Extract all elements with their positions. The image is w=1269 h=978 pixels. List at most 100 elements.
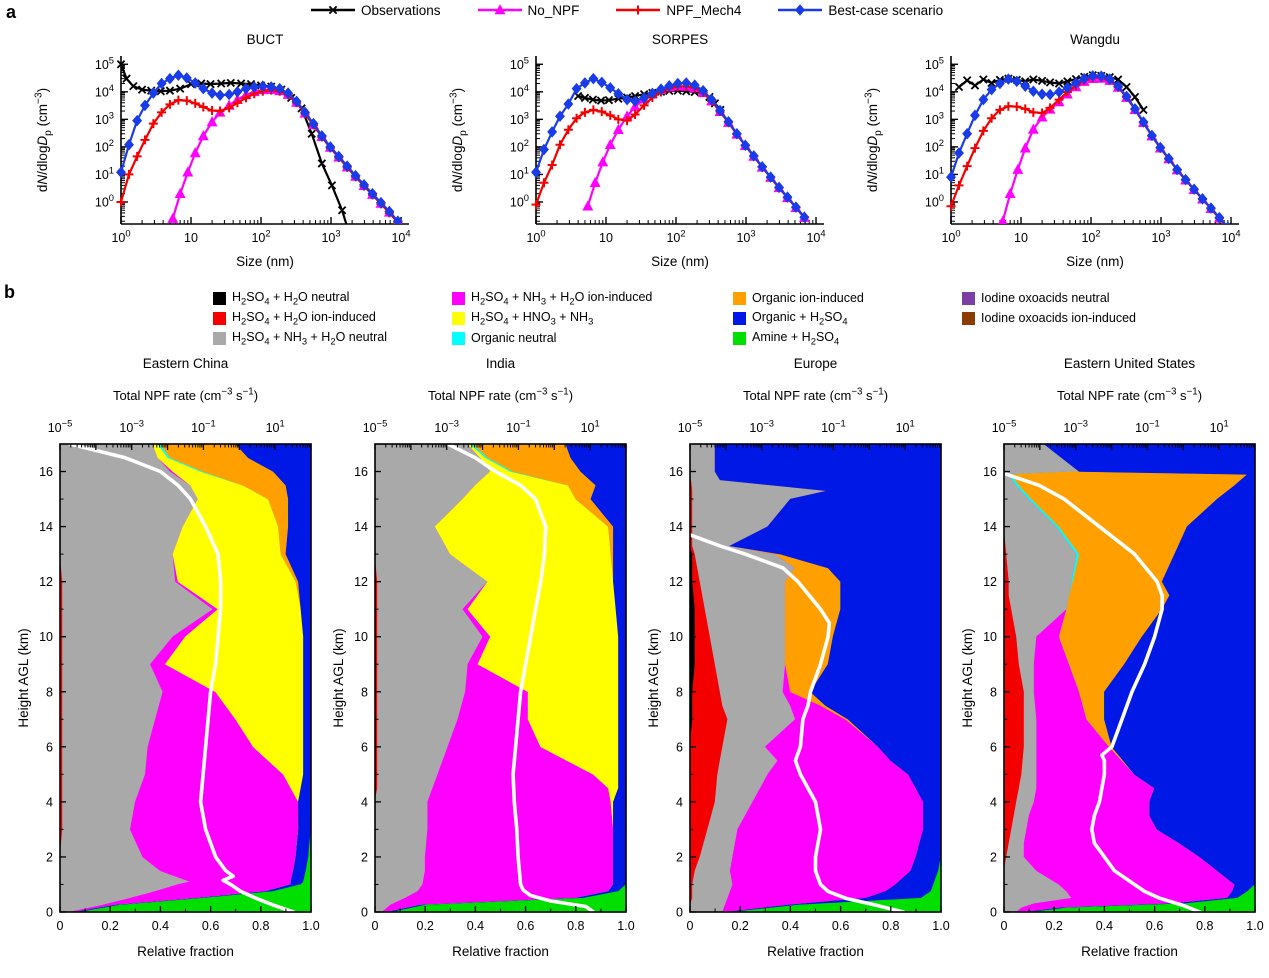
- svg-text:12: 12: [39, 575, 53, 589]
- svg-text:100: 100: [111, 229, 130, 246]
- svg-text:India: India: [486, 356, 516, 371]
- legend-label: Organic neutral: [471, 331, 557, 345]
- legend-item: Iodine oxoacids neutral: [962, 288, 1136, 308]
- svg-text:0.4: 0.4: [782, 919, 799, 933]
- legend-label: Best-case scenario: [828, 2, 944, 18]
- wangdu-size-distribution-chart: 100 10 102 103 104 100 101 102 103 104 105 Wangdu Si…: [864, 32, 1241, 269]
- svg-text:8: 8: [46, 685, 53, 699]
- svg-text:4: 4: [361, 795, 368, 809]
- svg-text:10−3: 10−3: [434, 419, 459, 436]
- legend-item: Amine + H2SO4: [733, 328, 864, 348]
- legend-item: H2SO4 + NH3 + H2O ion-induced: [452, 288, 652, 308]
- svg-text:10−5: 10−5: [678, 419, 703, 436]
- legend-label: Amine + H2SO4: [752, 329, 840, 347]
- svg-text:1.0: 1.0: [932, 919, 949, 933]
- legend-item: Organic + H2SO4: [733, 308, 864, 328]
- svg-text:Eastern United States: Eastern United States: [1064, 356, 1196, 371]
- svg-text:0.6: 0.6: [202, 919, 219, 933]
- svg-text:10−1: 10−1: [191, 419, 216, 436]
- observations-line-marker-icon: [311, 5, 355, 15]
- svg-text:Height AGL (km): Height AGL (km): [333, 628, 346, 727]
- svg-text:Relative fraction: Relative fraction: [137, 944, 234, 959]
- svg-text:10: 10: [39, 630, 53, 644]
- svg-text:16: 16: [669, 465, 683, 479]
- panel-b-legend-column-3: Organic ion-induced Organic + H2SO4 Amin…: [733, 288, 864, 348]
- svg-text:102: 102: [95, 138, 114, 155]
- color-swatch-icon: [213, 291, 226, 305]
- svg-text:Height AGL (km): Height AGL (km): [648, 628, 661, 727]
- svg-text:BUCT: BUCT: [247, 32, 284, 47]
- svg-text:SORPES: SORPES: [652, 32, 708, 47]
- svg-text:0.6: 0.6: [832, 919, 849, 933]
- svg-text:102: 102: [666, 229, 685, 246]
- svg-text:Size (nm): Size (nm): [236, 254, 294, 269]
- color-swatch-icon: [733, 311, 746, 325]
- svg-text:101: 101: [925, 165, 944, 182]
- legend-label: No_NPF: [527, 2, 580, 18]
- legend-item: Iodine oxoacids ion-induced: [962, 308, 1136, 328]
- panel-b-legend-column-1: H2SO4 + H2O neutral H2SO4 + H2O ion-indu…: [213, 288, 387, 348]
- svg-text:Height AGL (km): Height AGL (km): [18, 628, 31, 727]
- legend-label: NPF_Mech4: [666, 2, 742, 18]
- svg-text:100: 100: [941, 229, 960, 246]
- svg-text:102: 102: [1081, 229, 1100, 246]
- svg-text:105: 105: [925, 55, 944, 72]
- panel-b-legend-column-2: H2SO4 + NH3 + H2O ion-induced H2SO4 + HN…: [452, 288, 652, 348]
- svg-text:0.2: 0.2: [732, 919, 749, 933]
- svg-text:10−3: 10−3: [749, 419, 774, 436]
- svg-text:6: 6: [361, 740, 368, 754]
- svg-text:Total NPF rate (cm−3 s−1): Total NPF rate (cm−3 s−1): [113, 387, 258, 404]
- svg-text:10−1: 10−1: [506, 419, 531, 436]
- svg-text:dN/dlogDp (cm−3): dN/dlogDp (cm−3): [34, 88, 55, 192]
- svg-text:103: 103: [925, 110, 944, 127]
- svg-text:16: 16: [983, 465, 997, 479]
- legend-label: H2SO4 + H2O neutral: [232, 289, 350, 307]
- legend-item-observations: Observations: [310, 2, 441, 18]
- svg-text:14: 14: [669, 520, 683, 534]
- svg-text:Relative fraction: Relative fraction: [1081, 944, 1178, 959]
- legend-item: Organic neutral: [452, 328, 652, 348]
- svg-text:0: 0: [676, 906, 683, 920]
- svg-text:6: 6: [990, 740, 997, 754]
- svg-text:14: 14: [983, 520, 997, 534]
- svg-text:104: 104: [806, 229, 825, 246]
- svg-text:100: 100: [510, 193, 529, 210]
- legend-label: Iodine oxoacids neutral: [981, 291, 1110, 305]
- svg-text:6: 6: [46, 740, 53, 754]
- color-swatch-icon: [962, 311, 975, 325]
- svg-text:0: 0: [687, 919, 694, 933]
- svg-text:103: 103: [510, 110, 529, 127]
- svg-text:10−5: 10−5: [992, 419, 1017, 436]
- svg-text:10: 10: [983, 630, 997, 644]
- panel-a-label: a: [6, 2, 17, 22]
- svg-text:0.8: 0.8: [882, 919, 899, 933]
- svg-text:8: 8: [676, 685, 683, 699]
- svg-text:0: 0: [361, 906, 368, 920]
- svg-text:dN/dlogDp (cm−3): dN/dlogDp (cm−3): [449, 88, 470, 192]
- svg-text:0.2: 0.2: [1046, 919, 1063, 933]
- color-swatch-icon: [733, 291, 746, 305]
- color-swatch-icon: [452, 331, 465, 345]
- svg-text:Total NPF rate (cm−3 s−1): Total NPF rate (cm−3 s−1): [743, 387, 888, 404]
- panel-b-legend-column-4: Iodine oxoacids neutral Iodine oxoacids …: [962, 288, 1136, 328]
- no-npf-line-marker-icon: [477, 4, 522, 15]
- svg-text:dN/dlogDp (cm−3): dN/dlogDp (cm−3): [864, 88, 885, 192]
- legend-label: Observations: [361, 2, 441, 18]
- svg-text:103: 103: [736, 229, 755, 246]
- svg-text:Size (nm): Size (nm): [1066, 254, 1124, 269]
- svg-text:103: 103: [95, 110, 114, 127]
- svg-text:0.8: 0.8: [1196, 919, 1213, 933]
- legend-item: H2SO4 + H2O ion-induced: [213, 308, 387, 328]
- svg-text:101: 101: [896, 419, 915, 436]
- legend-label: H2SO4 + NH3 + H2O neutral: [232, 329, 387, 347]
- svg-text:104: 104: [925, 83, 944, 100]
- legend-label: Organic ion-induced: [752, 291, 864, 305]
- svg-text:10−3: 10−3: [1063, 419, 1088, 436]
- svg-text:0.2: 0.2: [417, 919, 434, 933]
- color-swatch-icon: [213, 331, 226, 345]
- panel-a-legend: Observations No_NPF NPF_Mech4 Best-case …: [310, 2, 943, 18]
- svg-text:101: 101: [1210, 419, 1229, 436]
- svg-text:10−5: 10−5: [48, 419, 73, 436]
- svg-text:0.8: 0.8: [252, 919, 269, 933]
- svg-text:103: 103: [1151, 229, 1170, 246]
